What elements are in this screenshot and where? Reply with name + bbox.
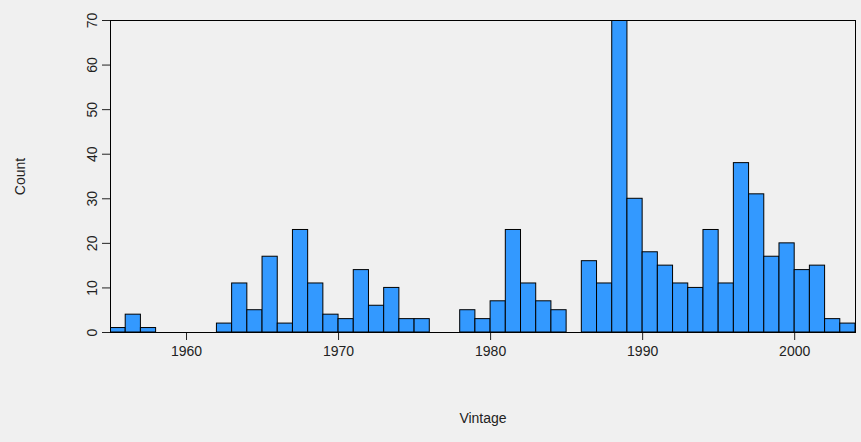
svg-text:1970: 1970 [323, 343, 354, 359]
svg-text:60: 60 [84, 57, 100, 73]
svg-text:0: 0 [84, 328, 100, 336]
svg-text:1990: 1990 [627, 343, 658, 359]
svg-text:1960: 1960 [171, 343, 202, 359]
svg-text:Vintage: Vintage [459, 410, 506, 426]
svg-text:Count: Count [12, 158, 28, 195]
svg-text:20: 20 [84, 235, 100, 251]
svg-text:1980: 1980 [475, 343, 506, 359]
svg-text:50: 50 [84, 102, 100, 118]
svg-text:40: 40 [84, 146, 100, 162]
svg-text:10: 10 [84, 280, 100, 296]
svg-text:2000: 2000 [779, 343, 810, 359]
svg-text:30: 30 [84, 191, 100, 207]
svg-text:70: 70 [84, 13, 100, 29]
